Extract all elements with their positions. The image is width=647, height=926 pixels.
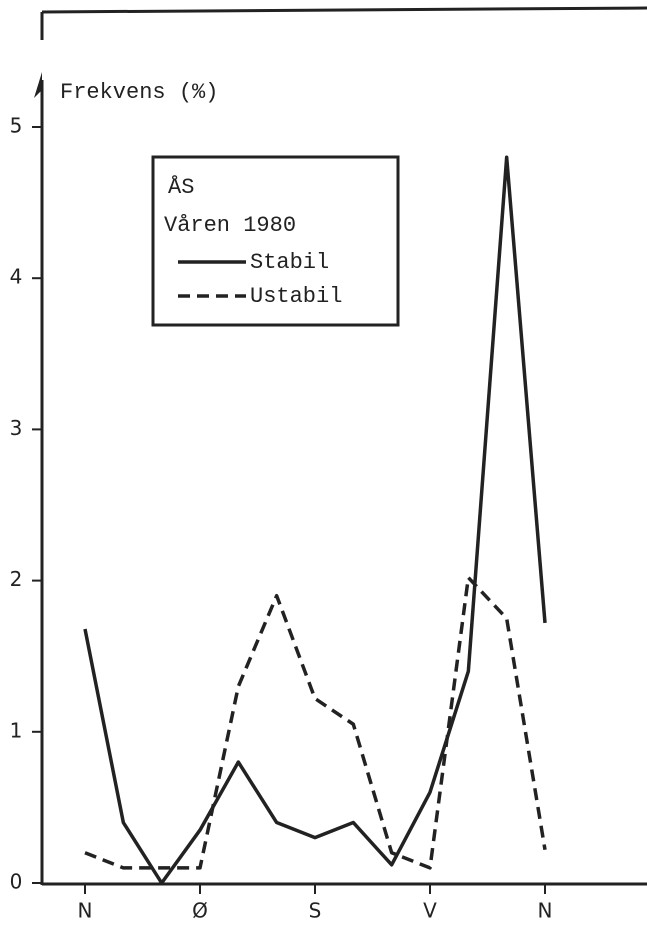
y-tick-label: 0: [10, 870, 23, 894]
x-tick-label: N: [538, 899, 553, 923]
y-tick-label: 4: [10, 265, 23, 289]
x-tick-label: S: [309, 899, 322, 923]
y-tick-label: 1: [10, 718, 23, 742]
series-line: [83, 155, 547, 885]
x-tick-label: Ø: [192, 899, 208, 923]
y-tick-label: 3: [10, 416, 23, 440]
legend-label: Stabil: [250, 250, 329, 275]
legend-box: [151, 155, 400, 327]
series-line: [84, 575, 547, 870]
y-tick-label: 2: [10, 567, 23, 591]
legend-title: ÅS: [168, 174, 194, 200]
frame-top: [41, 6, 647, 14]
y-axis-arrow: [34, 72, 42, 98]
legend-label: Ustabil: [250, 284, 342, 309]
x-tick-label: N: [78, 899, 93, 923]
y-axis-label: Frekvens (%): [60, 80, 218, 105]
legend-title: Våren 1980: [164, 213, 296, 238]
y-tick-label: 5: [10, 114, 23, 138]
x-tick-label: V: [423, 899, 437, 923]
